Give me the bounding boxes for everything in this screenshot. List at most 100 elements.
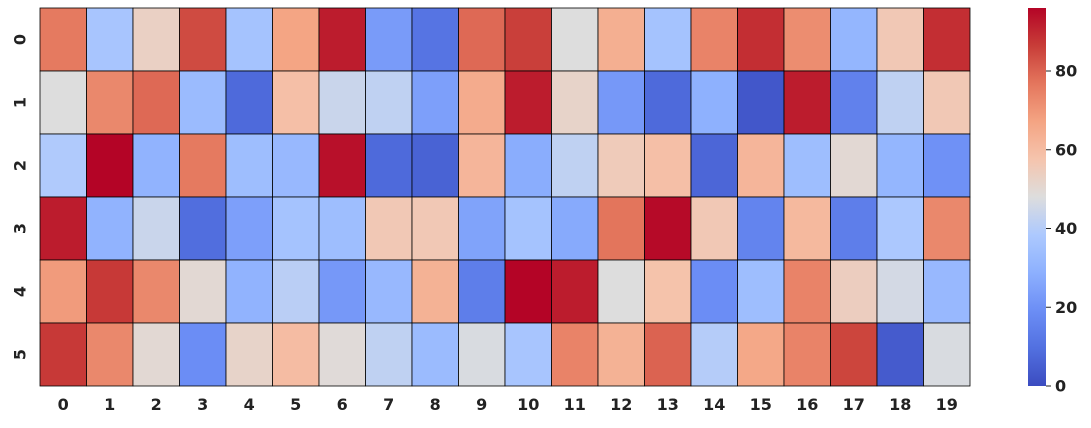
heatmap-cell-r4-c0 xyxy=(39,259,87,324)
heatmap-cell-r3-c10 xyxy=(504,196,552,261)
heatmap-cell-r2-c2 xyxy=(132,133,180,198)
heatmap-cell-r4-c5 xyxy=(272,259,320,324)
heatmap-cell-r1-c1 xyxy=(86,70,134,135)
heatmap-cell-r0-c0 xyxy=(39,7,87,72)
heatmap-cell-r1-c13 xyxy=(644,70,692,135)
y-tick-label: 0 xyxy=(11,34,30,45)
heatmap-cell-r1-c17 xyxy=(830,70,878,135)
heatmap-cell-r0-c7 xyxy=(365,7,413,72)
heatmap-cell-r0-c15 xyxy=(737,7,785,72)
heatmap-cell-r5-c15 xyxy=(737,322,785,387)
heatmap-cell-r5-c5 xyxy=(272,322,320,387)
x-tick-label: 9 xyxy=(476,395,487,414)
heatmap-cell-r1-c10 xyxy=(504,70,552,135)
x-tick-label: 14 xyxy=(703,395,725,414)
heatmap-cell-r4-c3 xyxy=(179,259,227,324)
heatmap-cell-r3-c3 xyxy=(179,196,227,261)
heatmap-cell-r5-c6 xyxy=(318,322,366,387)
heatmap-cell-r1-c15 xyxy=(737,70,785,135)
heatmap-cell-r3-c8 xyxy=(411,196,459,261)
heatmap-cell-r3-c1 xyxy=(86,196,134,261)
heatmap-cell-r4-c8 xyxy=(411,259,459,324)
colorbar: 0 20 40 60 80 xyxy=(1028,8,1077,396)
heatmap-cell-r2-c1 xyxy=(86,133,134,198)
heatmap-cell-r3-c17 xyxy=(830,196,878,261)
heatmap-cell-r2-c11 xyxy=(551,133,599,198)
heatmap-cell-r1-c12 xyxy=(597,70,645,135)
heatmap-cell-r3-c12 xyxy=(597,196,645,261)
heatmap-cell-r0-c12 xyxy=(597,7,645,72)
heatmap-cell-r4-c19 xyxy=(923,259,971,324)
heatmap-cell-r4-c2 xyxy=(132,259,180,324)
heatmap-cell-r0-c10 xyxy=(504,7,552,72)
heatmap-cell-r1-c6 xyxy=(318,70,366,135)
x-tick-label: 13 xyxy=(657,395,679,414)
x-tick-label: 5 xyxy=(290,395,301,414)
heatmap-cell-r1-c19 xyxy=(923,70,971,135)
x-tick-label: 0 xyxy=(58,395,69,414)
heatmap-cell-r2-c8 xyxy=(411,133,459,198)
colorbar-tick-label: 40 xyxy=(1055,219,1077,238)
x-tick-label: 11 xyxy=(564,395,586,414)
colorbar-tick-label: 80 xyxy=(1055,62,1077,81)
heatmap-cell-r0-c14 xyxy=(690,7,738,72)
heatmap-cell-r1-c0 xyxy=(39,70,87,135)
y-tick-label: 2 xyxy=(11,160,30,171)
heatmap-cell-r5-c2 xyxy=(132,322,180,387)
y-tick-labels: 0 1 2 3 4 5 xyxy=(11,34,30,360)
heatmap-cell-r4-c13 xyxy=(644,259,692,324)
heatmap-cell-r0-c11 xyxy=(551,7,599,72)
heatmap-cell-r0-c2 xyxy=(132,7,180,72)
heatmap-cell-r3-c7 xyxy=(365,196,413,261)
heatmap-cell-r2-c19 xyxy=(923,133,971,198)
heatmap-cell-r2-c14 xyxy=(690,133,738,198)
heatmap-cell-r5-c13 xyxy=(644,322,692,387)
colorbar-tick-labels: 0 20 40 60 80 xyxy=(1046,62,1077,396)
heatmap-cell-r3-c18 xyxy=(876,196,924,261)
heatmap-cell-r0-c8 xyxy=(411,7,459,72)
heatmap-cell-r0-c19 xyxy=(923,7,971,72)
y-tick-label: 4 xyxy=(11,286,30,297)
x-tick-label: 19 xyxy=(936,395,958,414)
heatmap-cell-r5-c0 xyxy=(39,322,87,387)
y-tick-label: 5 xyxy=(11,349,30,360)
heatmap-cell-r3-c4 xyxy=(225,196,273,261)
x-tick-label: 8 xyxy=(430,395,441,414)
heatmap-cell-r2-c18 xyxy=(876,133,924,198)
heatmap-cell-r0-c18 xyxy=(876,7,924,72)
heatmap-cell-r5-c12 xyxy=(597,322,645,387)
heatmap-cell-r1-c2 xyxy=(132,70,180,135)
heatmap-cell-r1-c7 xyxy=(365,70,413,135)
heatmap-cell-r3-c9 xyxy=(458,196,506,261)
x-tick-label: 6 xyxy=(337,395,348,414)
heatmap-cell-r0-c13 xyxy=(644,7,692,72)
heatmap-cell-r5-c14 xyxy=(690,322,738,387)
heatmap-cell-r4-c12 xyxy=(597,259,645,324)
colorbar-tick-label: 60 xyxy=(1055,140,1077,159)
heatmap-cell-r1-c14 xyxy=(690,70,738,135)
heatmap-cell-r3-c5 xyxy=(272,196,320,261)
heatmap-cell-r0-c9 xyxy=(458,7,506,72)
heatmap-cell-r5-c3 xyxy=(179,322,227,387)
x-tick-label: 10 xyxy=(517,395,539,414)
colorbar-gradient xyxy=(1028,8,1046,386)
heatmap-cell-r0-c16 xyxy=(783,7,831,72)
heatmap-cell-r3-c15 xyxy=(737,196,785,261)
heatmap-cell-r3-c13 xyxy=(644,196,692,261)
heatmap-cell-r5-c1 xyxy=(86,322,134,387)
heatmap-cell-r3-c0 xyxy=(39,196,87,261)
heatmap-cell-r5-c8 xyxy=(411,322,459,387)
heatmap-cell-r1-c8 xyxy=(411,70,459,135)
heatmap-cell-r4-c17 xyxy=(830,259,878,324)
x-tick-label: 7 xyxy=(383,395,394,414)
heatmap-cell-r2-c16 xyxy=(783,133,831,198)
heatmap-cell-r2-c13 xyxy=(644,133,692,198)
heatmap-cell-r4-c7 xyxy=(365,259,413,324)
colorbar-tick-label: 0 xyxy=(1055,377,1066,396)
x-tick-label: 17 xyxy=(843,395,865,414)
heatmap-cell-r1-c9 xyxy=(458,70,506,135)
heatmap-cell-r2-c4 xyxy=(225,133,273,198)
heatmap-cell-r0-c6 xyxy=(318,7,366,72)
heatmap-cell-r5-c17 xyxy=(830,322,878,387)
